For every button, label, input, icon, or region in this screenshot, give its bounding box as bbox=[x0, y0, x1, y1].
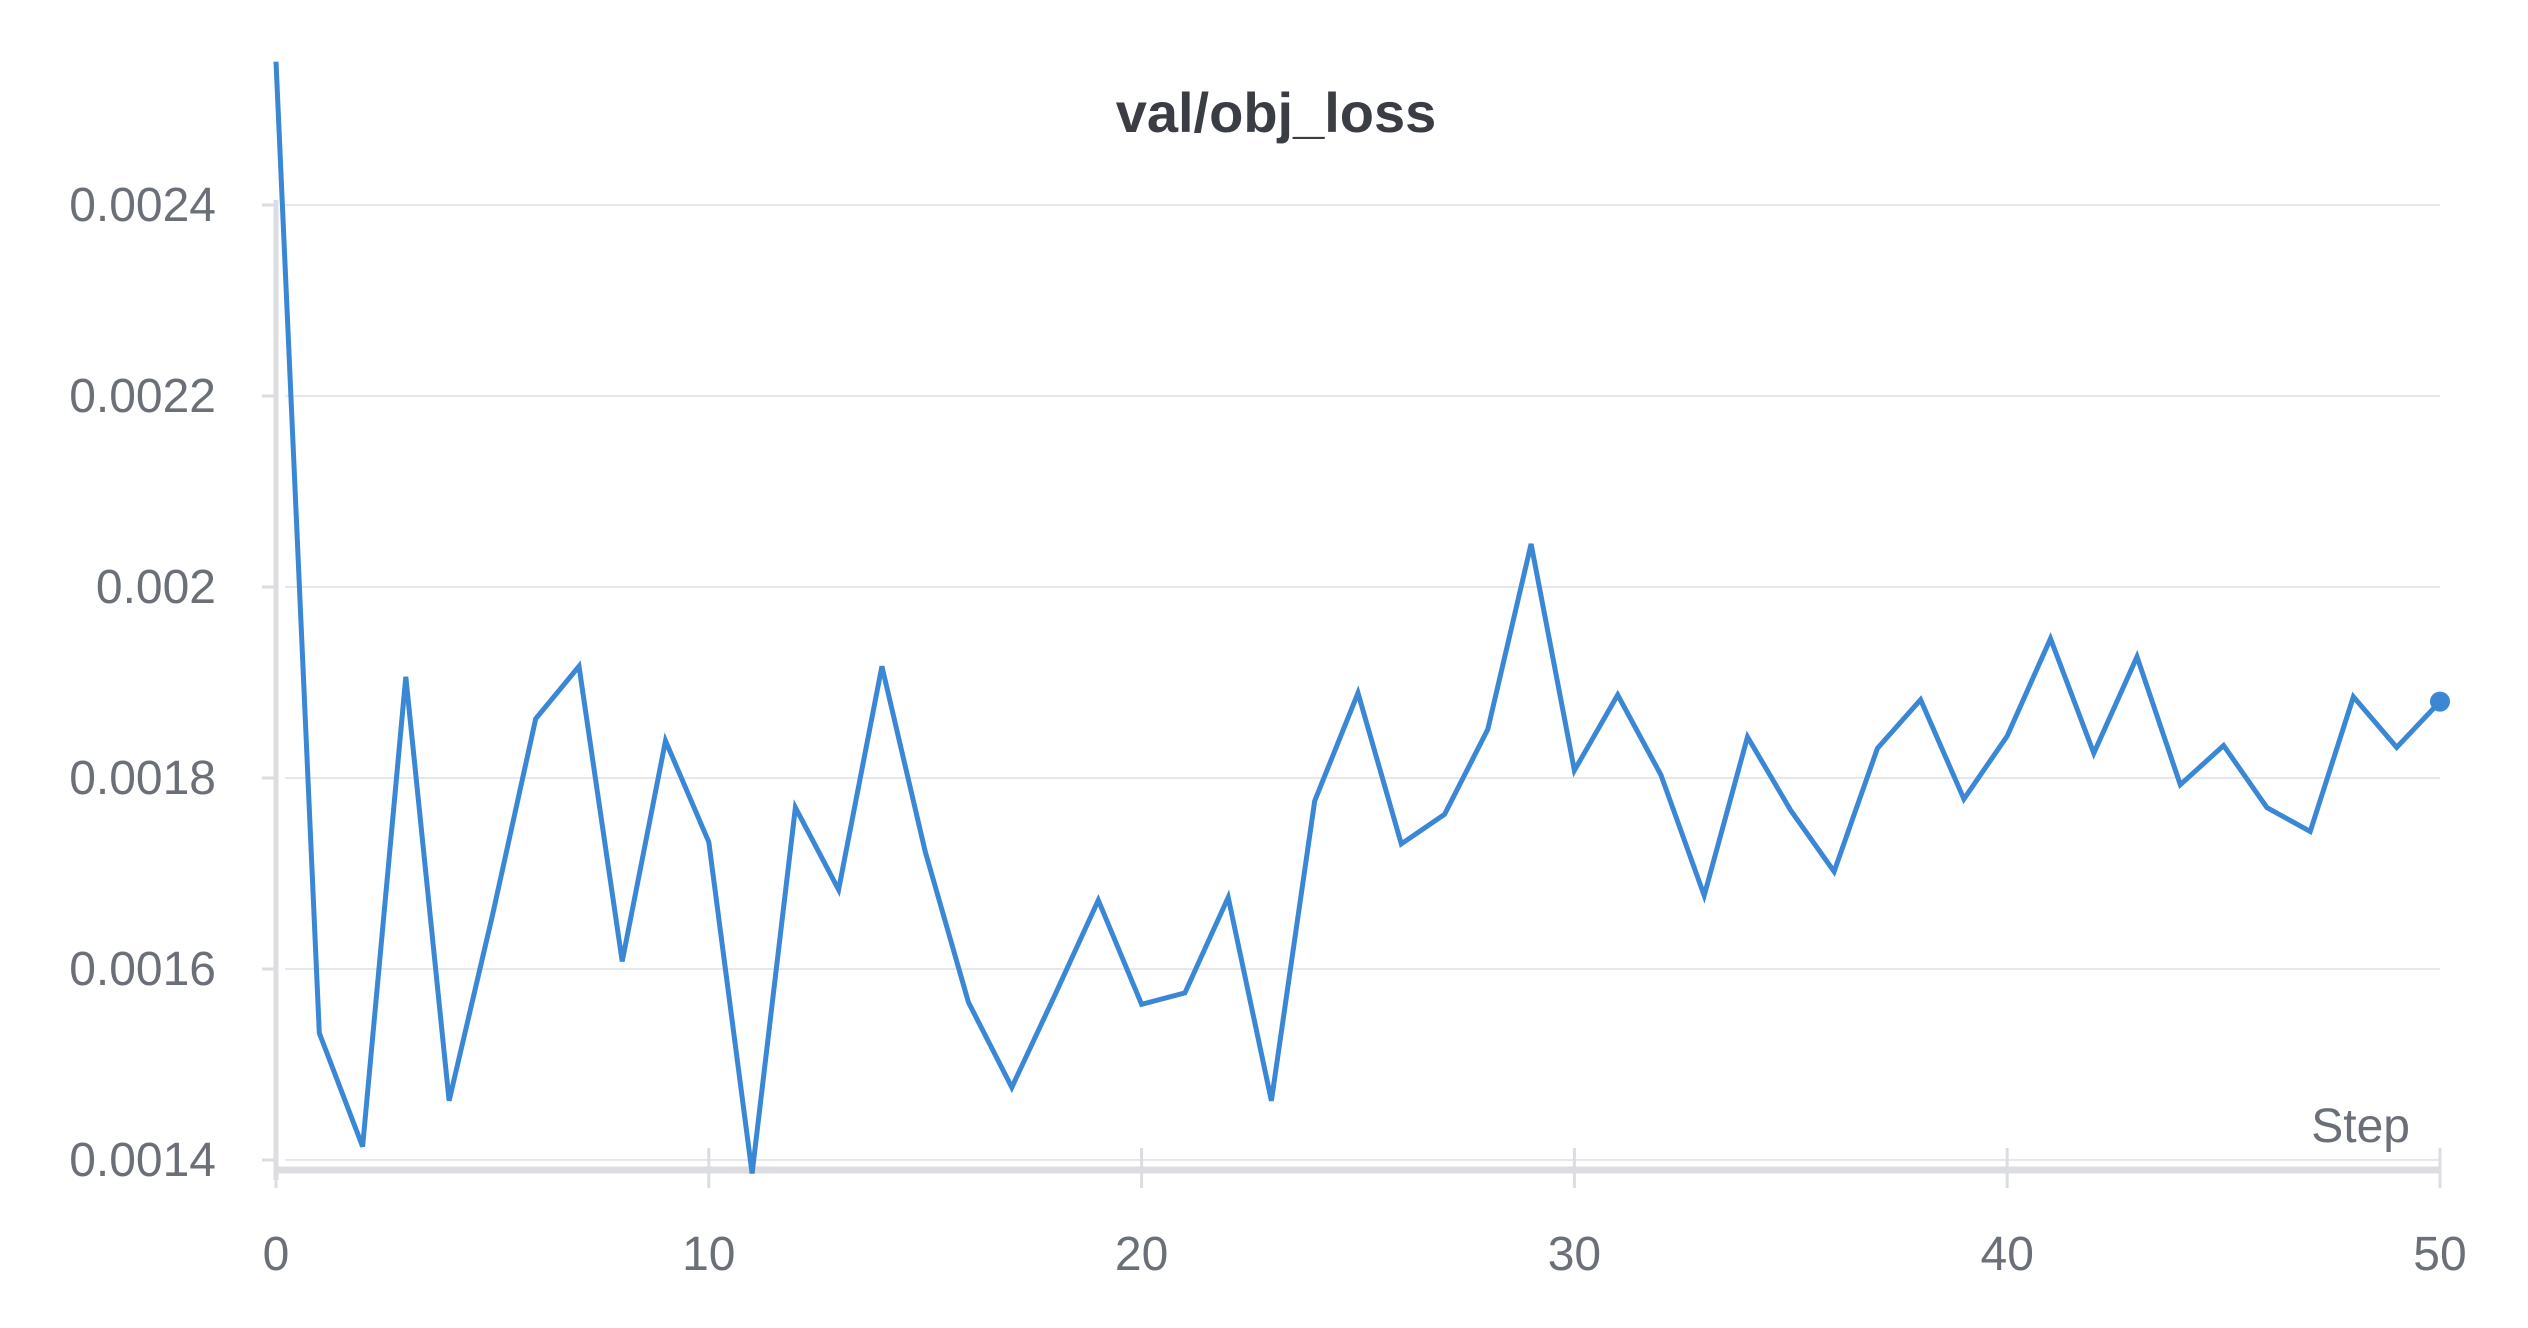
x-tick-label: 30 bbox=[1548, 1228, 1601, 1281]
y-tick-label: 0.0018 bbox=[69, 752, 216, 805]
grid-lines bbox=[285, 204, 2440, 1161]
axes bbox=[262, 200, 2442, 1188]
x-tick-label: 50 bbox=[2413, 1228, 2466, 1281]
y-tick-label: 0.0024 bbox=[69, 179, 216, 232]
x-tick-label: 20 bbox=[1115, 1228, 1168, 1281]
y-tick-label: 0.0022 bbox=[69, 370, 216, 423]
series-val-obj-loss bbox=[273, 61, 2450, 1174]
x-tick-label: 10 bbox=[682, 1228, 735, 1281]
x-axis-label: Step bbox=[2311, 1100, 2410, 1153]
series-line bbox=[273, 61, 2442, 1174]
y-tick-label: 0.0016 bbox=[69, 943, 216, 996]
last-point-marker bbox=[2430, 691, 2450, 712]
x-tick-labels: 0 10 20 30 40 50 bbox=[263, 1228, 2467, 1281]
x-tick-label: 0 bbox=[263, 1228, 290, 1281]
chart-title: val/obj_loss bbox=[1116, 81, 1437, 144]
y-tick-label: 0.002 bbox=[96, 561, 216, 614]
x-tick-label: 40 bbox=[1981, 1228, 2034, 1281]
y-tick-label: 0.0014 bbox=[69, 1134, 216, 1187]
y-tick-labels: 0.0014 0.0016 0.0018 0.002 0.0022 0.0024 bbox=[69, 179, 216, 1187]
